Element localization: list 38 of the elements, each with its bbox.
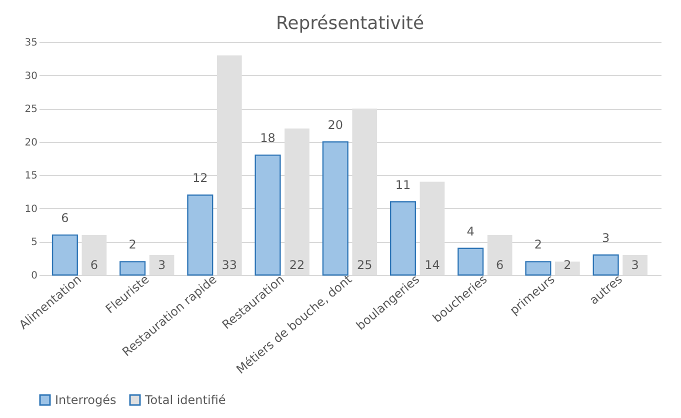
bar (187, 194, 214, 276)
bar (120, 261, 146, 276)
bar (254, 154, 281, 276)
data-label: 12 (192, 171, 208, 186)
data-label: 2 (128, 238, 136, 252)
chart-title: Représentativité (276, 13, 424, 34)
data-label: 14 (424, 258, 440, 272)
bar (390, 201, 416, 276)
data-label: 25 (356, 258, 372, 272)
bar (322, 141, 348, 276)
bar (525, 261, 552, 276)
y-tick-label: 35 (24, 38, 38, 48)
data-label: 33 (222, 258, 238, 272)
data-label: 18 (260, 131, 276, 146)
data-label: 20 (328, 118, 344, 132)
data-label: 2 (534, 238, 542, 252)
data-label: 6 (496, 258, 504, 272)
data-label: 3 (631, 258, 639, 272)
y-tick-label: 15 (24, 170, 38, 182)
data-label: 3 (602, 231, 610, 246)
y-tick-label: 0 (31, 270, 38, 282)
legend-label: Interrogés (55, 393, 116, 407)
bar (52, 234, 78, 276)
bar (592, 254, 619, 276)
data-label: 6 (90, 258, 98, 272)
data-label: 22 (289, 258, 305, 272)
y-tick-label: 20 (24, 137, 38, 148)
bar (458, 248, 484, 276)
data-label: 3 (158, 258, 166, 272)
y-tick-label: 25 (24, 104, 38, 116)
y-tick-label: 10 (24, 204, 38, 215)
data-label: 6 (61, 211, 69, 226)
data-label: 11 (395, 178, 411, 192)
data-label: 2 (564, 258, 572, 272)
y-tick-label: 30 (24, 70, 38, 82)
data-label: 4 (466, 224, 474, 238)
y-tick-label: 5 (31, 237, 38, 248)
legend-label: Total identifié (144, 393, 226, 407)
